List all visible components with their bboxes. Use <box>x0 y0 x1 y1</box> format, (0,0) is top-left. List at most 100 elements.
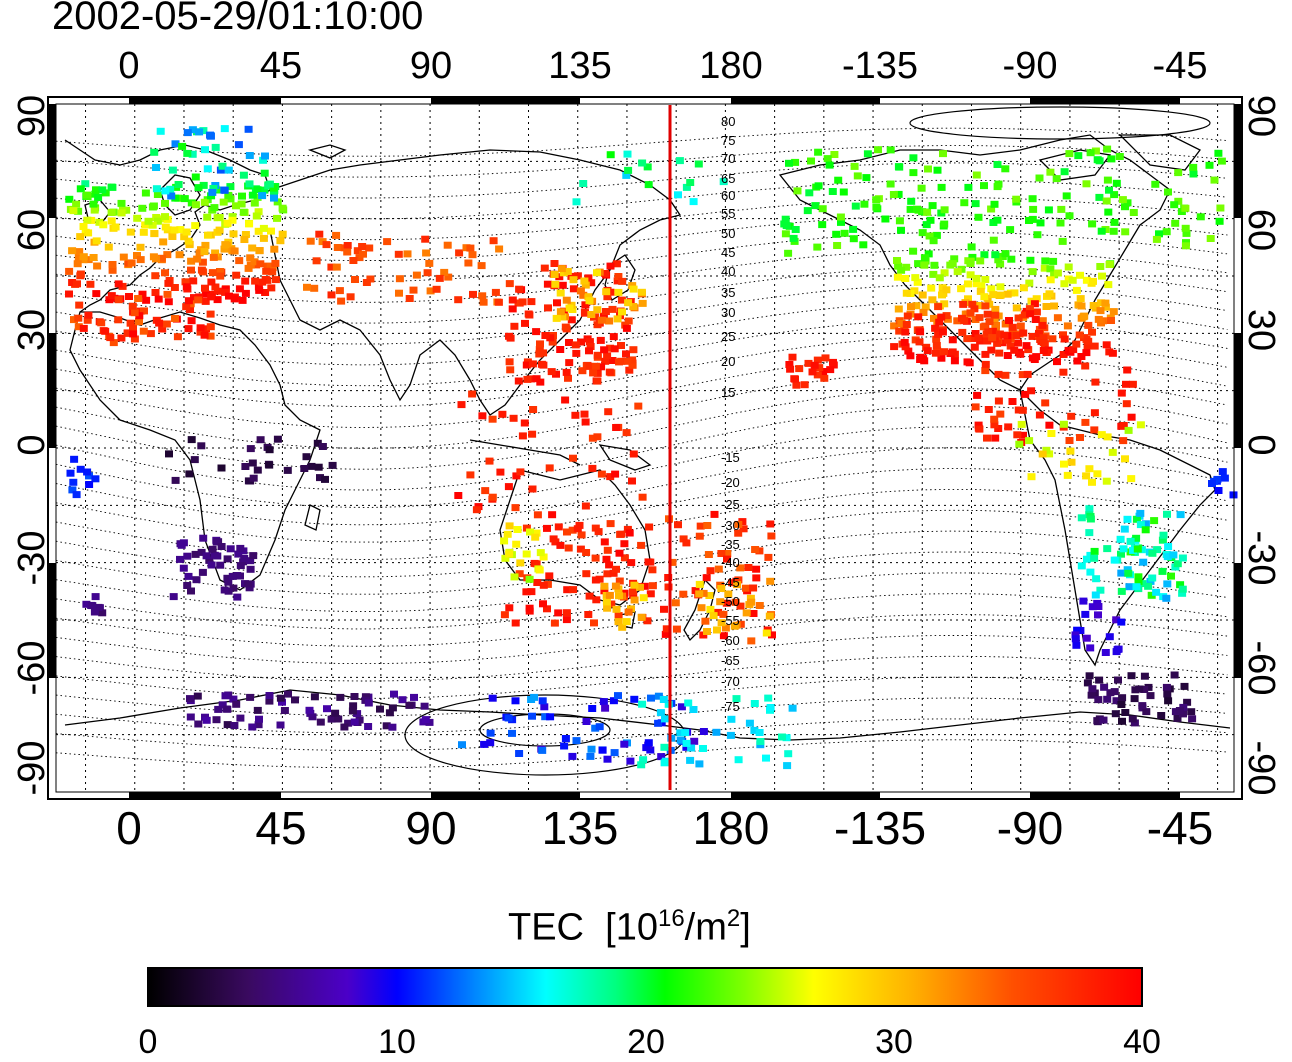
bottom-lon-tick: -90 <box>996 802 1064 854</box>
tec-measurement-dot <box>703 522 712 529</box>
magnetic-latitude-label: -65 <box>721 653 740 668</box>
tec-measurement-dot <box>230 247 239 255</box>
magnetic-latitude-label: -50 <box>721 594 740 609</box>
tec-measurement-dot <box>237 200 246 208</box>
tec-measurement-dot <box>212 538 221 546</box>
tec-measurement-dot <box>762 754 770 762</box>
tec-measurement-dot <box>568 526 577 534</box>
tec-measurement-dot <box>72 491 81 499</box>
tec-measurement-dot <box>556 289 565 297</box>
tec-measurement-dot <box>613 315 622 323</box>
tec-measurement-dot <box>765 612 774 620</box>
tec-measurement-dot <box>305 706 314 714</box>
tec-measurement-dot <box>1189 170 1198 178</box>
frame-bar <box>48 563 56 678</box>
tec-measurement-dot <box>919 355 928 363</box>
tec-measurement-dot <box>191 173 200 181</box>
tec-measurement-dot <box>267 284 276 292</box>
tec-measurement-dot <box>1096 263 1105 270</box>
tec-measurement-dot <box>576 545 585 553</box>
tec-measurement-dot <box>1178 589 1187 597</box>
tec-measurement-dot <box>65 290 73 298</box>
tec-measurement-dot <box>637 613 646 621</box>
tec-measurement-dot <box>1069 346 1078 354</box>
tec-measurement-dot <box>303 283 311 291</box>
tec-measurement-dot <box>833 242 842 249</box>
tec-measurement-dot <box>565 359 574 367</box>
tec-measurement-dot <box>1112 648 1121 656</box>
tec-measurement-dot <box>1035 174 1044 182</box>
tec-measurement-dot <box>569 285 578 293</box>
tec-measurement-dot <box>730 622 739 630</box>
tec-measurement-dot <box>543 605 551 613</box>
tec-measurement-dot <box>554 609 563 617</box>
tec-measurement-dot <box>280 707 289 714</box>
tec-measurement-dot <box>530 693 539 701</box>
tec-measurement-dot <box>791 226 800 233</box>
tec-measurement-dot <box>1167 572 1175 580</box>
tec-measurement-dot <box>511 619 520 627</box>
tec-measurement-dot <box>186 713 195 721</box>
tec-measurement-dot <box>661 630 670 638</box>
tec-measurement-dot <box>528 360 537 368</box>
tec-measurement-dot <box>276 721 285 729</box>
tec-measurement-dot <box>79 324 88 332</box>
magnetic-latitude-label: 50 <box>721 226 735 241</box>
tec-measurement-dot <box>894 305 903 313</box>
tec-measurement-dot <box>495 245 504 253</box>
tec-measurement-dot <box>278 204 287 212</box>
tec-measurement-dot <box>92 237 101 245</box>
tec-measurement-dot <box>862 174 871 182</box>
tec-measurement-dot <box>423 269 432 277</box>
tec-measurement-dot <box>152 164 160 171</box>
tec-measurement-dot <box>92 186 100 194</box>
tec-measurement-dot <box>1085 529 1094 537</box>
tec-measurement-dot <box>239 208 248 216</box>
tec-measurement-dot <box>996 283 1005 291</box>
tec-measurement-dot <box>161 187 170 195</box>
tec-measurement-dot <box>206 332 215 340</box>
tec-measurement-dot <box>328 461 337 469</box>
magnetic-latitude-label: -25 <box>721 497 740 512</box>
tec-measurement-dot <box>548 338 557 346</box>
tec-measurement-dot <box>739 525 748 533</box>
tec-measurement-dot <box>508 729 516 737</box>
tec-measurement-dot <box>1045 290 1054 298</box>
tec-measurement-dot <box>1127 672 1136 680</box>
tec-measurement-dot <box>605 368 614 376</box>
tec-measurement-dot <box>818 205 827 213</box>
tec-measurement-dot <box>276 694 285 702</box>
tec-measurement-dot <box>1038 450 1047 458</box>
tec-measurement-dot <box>818 221 827 229</box>
tec-measurement-dot <box>972 274 981 282</box>
tec-measurement-dot <box>768 631 776 639</box>
tec-measurement-dot <box>536 340 544 348</box>
tec-measurement-dot <box>148 221 157 229</box>
tec-measurement-dot <box>696 522 705 530</box>
tec-measurement-dot <box>648 582 657 590</box>
tec-measurement-dot <box>1060 335 1069 343</box>
tec-measurement-dot <box>1122 380 1130 388</box>
tec-measurement-dot <box>79 253 88 261</box>
tec-measurement-dot <box>1152 235 1161 243</box>
tec-measurement-dot <box>602 555 611 563</box>
tec-measurement-dot <box>1196 213 1205 221</box>
tec-measurement-dot <box>752 565 761 573</box>
tec-measurement-dot <box>923 208 932 216</box>
tec-measurement-dot <box>522 361 531 369</box>
tec-measurement-dot <box>163 290 172 298</box>
magnetic-contour <box>55 370 1228 449</box>
tec-measurement-dot <box>498 410 507 418</box>
tec-measurement-dot <box>726 731 735 739</box>
tec-measurement-dot <box>246 254 255 262</box>
tec-measurement-dot <box>180 233 189 241</box>
tec-measurement-dot <box>254 227 263 235</box>
tec-measurement-dot <box>744 564 753 571</box>
tec-measurement-dot <box>138 290 147 298</box>
tec-measurement-dot <box>590 619 598 627</box>
tec-measurement-dot <box>1182 229 1191 237</box>
tec-measurement-dot <box>1077 514 1086 522</box>
tec-measurement-dot <box>1137 546 1146 554</box>
tec-measurement-dot <box>241 231 250 238</box>
tec-measurement-dot <box>897 266 906 274</box>
